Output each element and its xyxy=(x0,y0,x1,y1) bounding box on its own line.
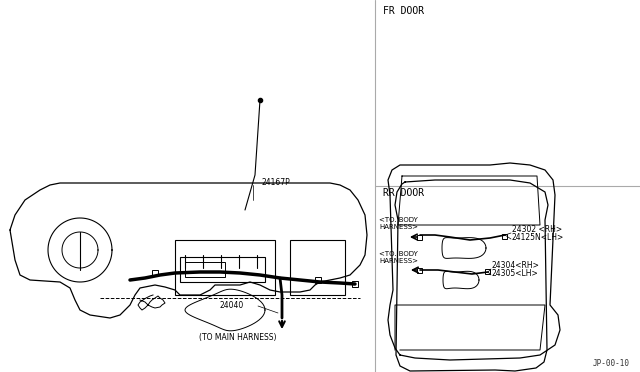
Bar xyxy=(180,257,265,282)
Bar xyxy=(417,234,422,240)
Bar xyxy=(152,270,158,276)
Text: RR DOOR: RR DOOR xyxy=(383,188,424,198)
Text: <TO. BODY
HARNESS>: <TO. BODY HARNESS> xyxy=(379,251,418,264)
Text: JP-00-10: JP-00-10 xyxy=(593,359,630,368)
Text: 24302 <RH>: 24302 <RH> xyxy=(512,225,562,234)
Bar xyxy=(502,234,508,238)
Text: 24304<RH>: 24304<RH> xyxy=(492,261,540,270)
Text: 24305<LH>: 24305<LH> xyxy=(492,269,539,278)
Text: 24040: 24040 xyxy=(220,301,244,310)
Text: (TO MAIN HARNESS): (TO MAIN HARNESS) xyxy=(199,333,276,342)
Text: FR DOOR: FR DOOR xyxy=(383,6,424,16)
Bar xyxy=(315,277,321,283)
Bar xyxy=(175,240,275,295)
Text: <TO. BODY
HARNESS>: <TO. BODY HARNESS> xyxy=(379,217,418,230)
Bar xyxy=(290,240,345,295)
Bar xyxy=(417,267,422,273)
Bar xyxy=(486,269,490,273)
Text: 24125N<LH>: 24125N<LH> xyxy=(512,233,564,242)
Bar xyxy=(185,262,225,277)
Text: 24167P: 24167P xyxy=(262,178,291,187)
Bar xyxy=(352,281,358,287)
